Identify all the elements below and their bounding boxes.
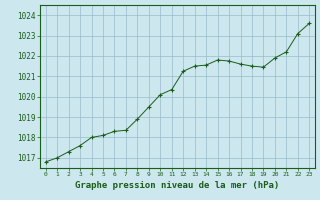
X-axis label: Graphe pression niveau de la mer (hPa): Graphe pression niveau de la mer (hPa) xyxy=(76,181,280,190)
